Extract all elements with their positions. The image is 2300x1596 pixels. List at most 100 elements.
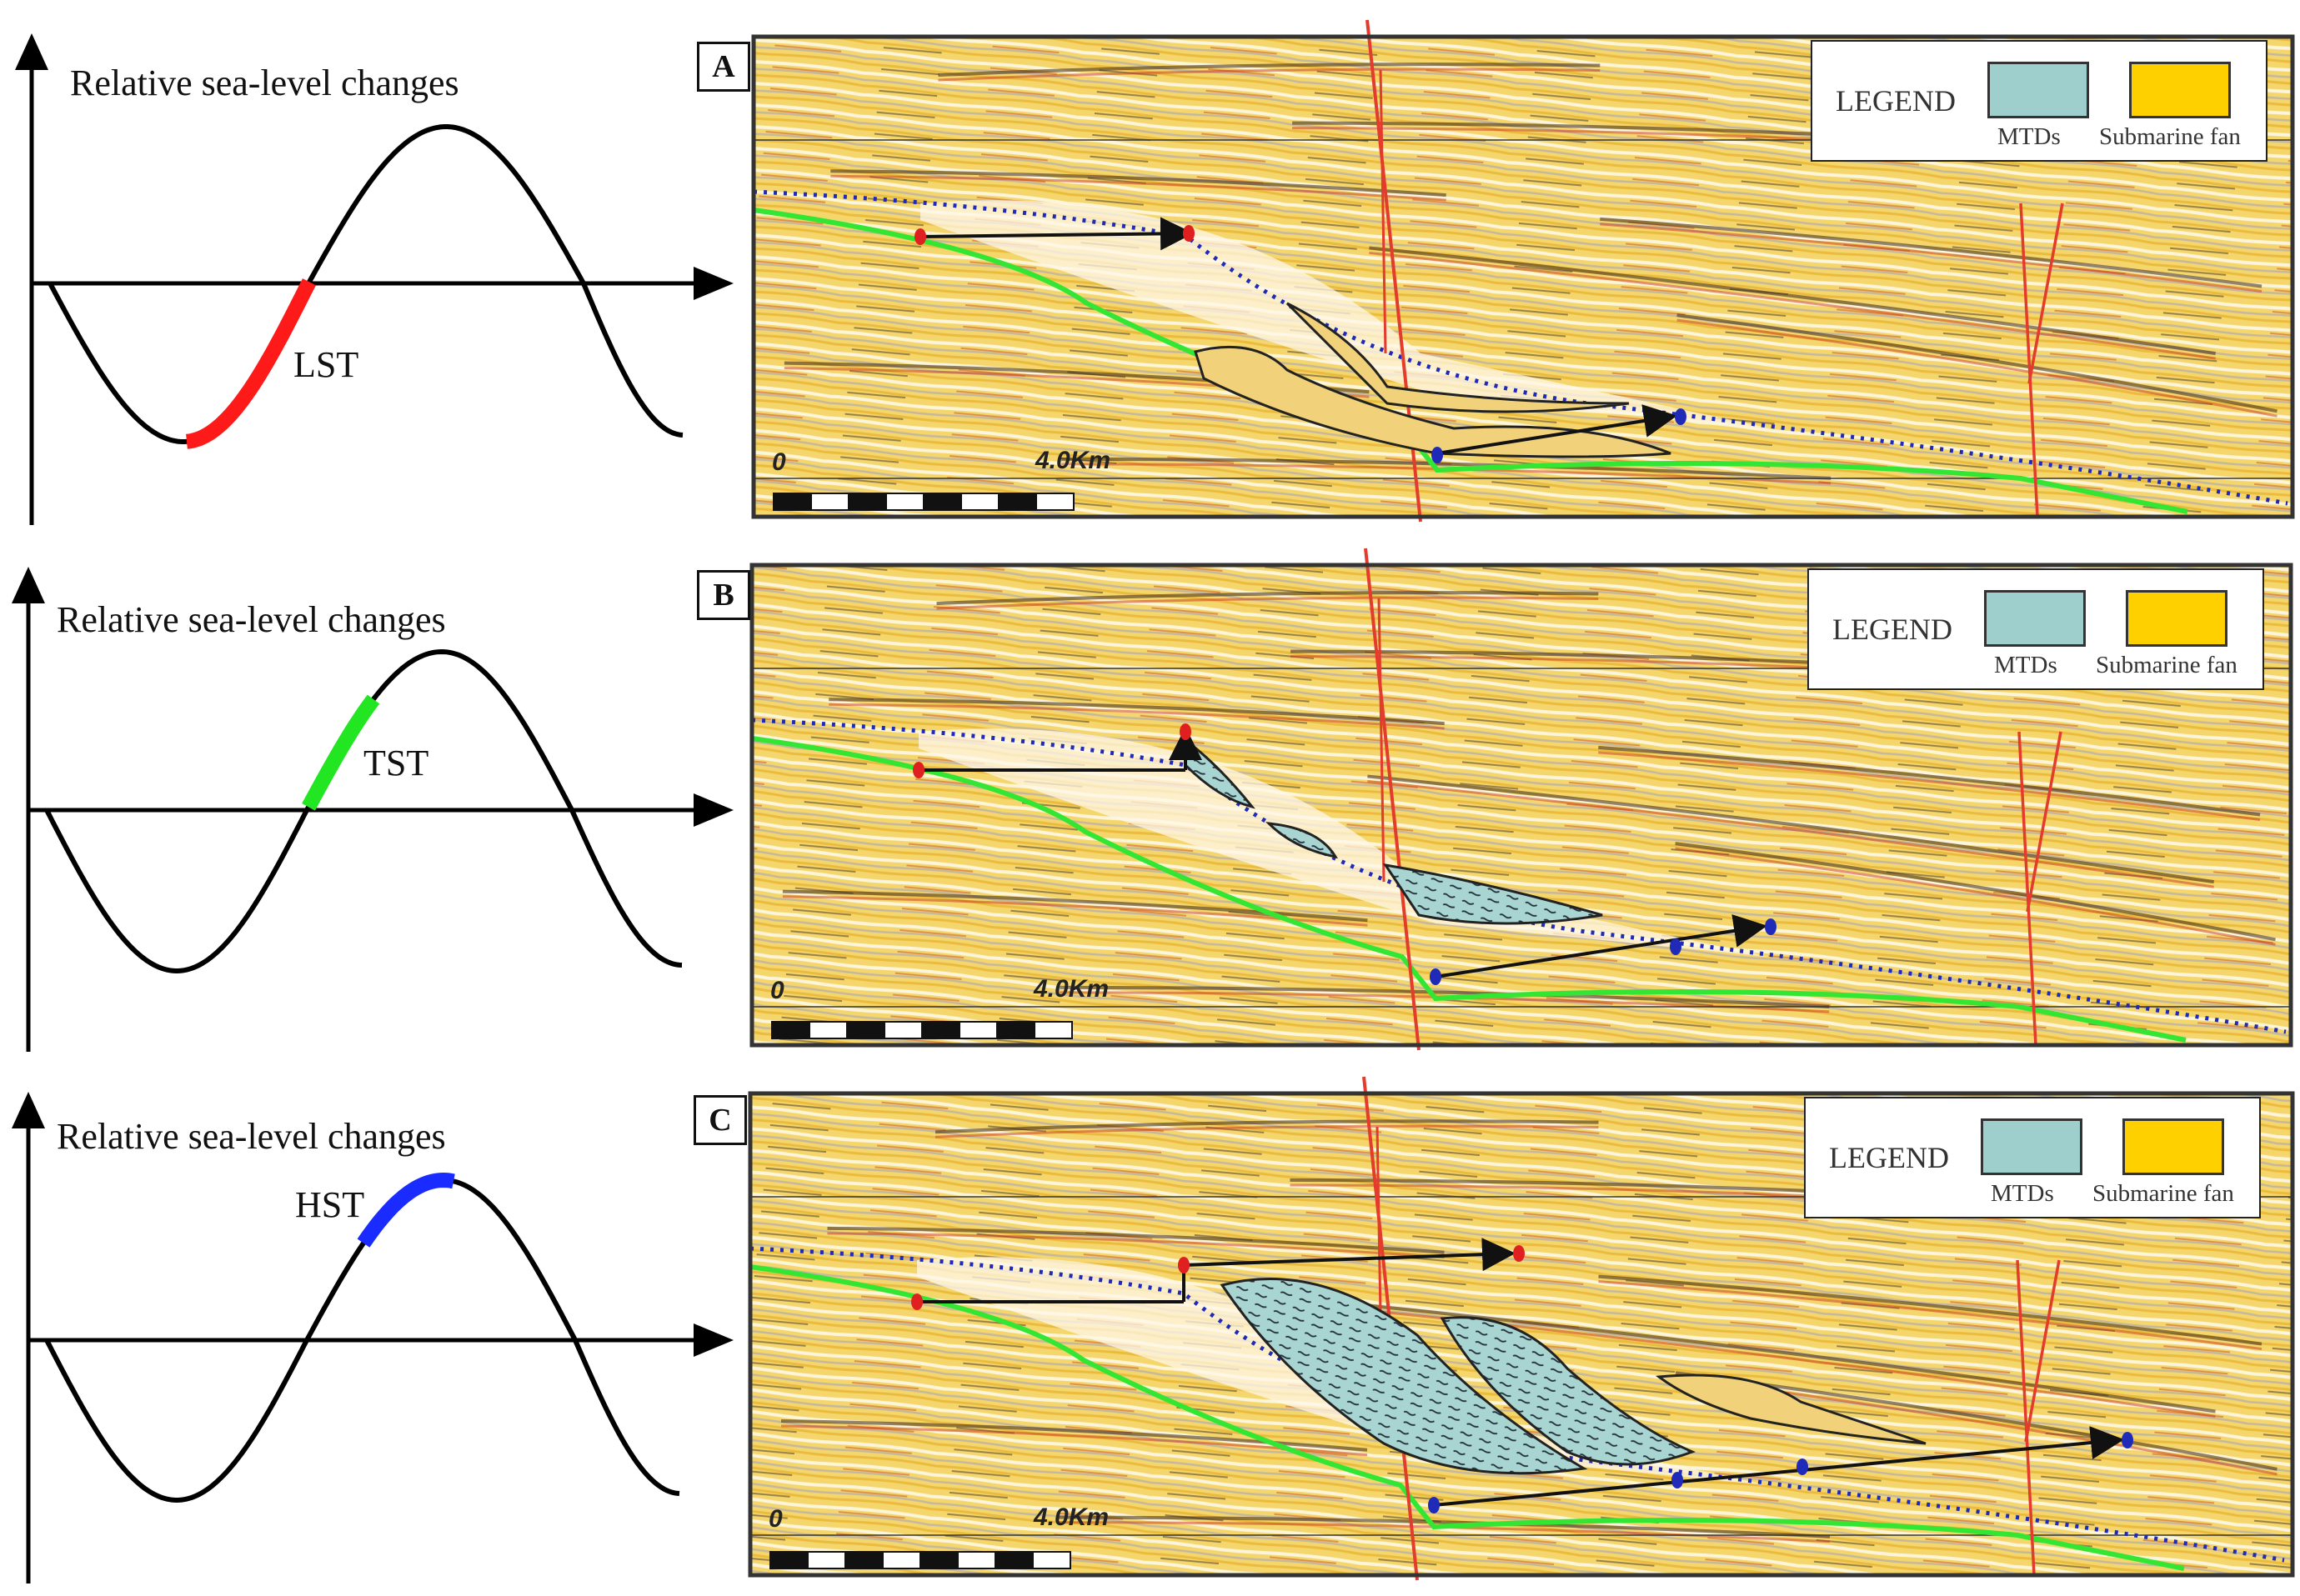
legend-title: LEGEND	[1836, 84, 1956, 118]
reflector-streak-red	[936, 596, 1599, 610]
trajectory-point	[1428, 1497, 1440, 1513]
reflector-streak	[1598, 1274, 2262, 1346]
reflector-streak-red	[1600, 223, 2262, 293]
scale-bar-segment	[921, 1021, 960, 1039]
legend-swatch-submarine-fan	[2126, 590, 2227, 647]
reflector-streak	[938, 63, 1601, 78]
trajectory-point	[1765, 918, 1776, 935]
trajectory-point	[914, 228, 926, 245]
scale-bar-segment	[1035, 493, 1075, 511]
scale-bar-segment	[810, 493, 849, 511]
x-axis-arrowhead	[694, 267, 734, 300]
trajectory-point	[911, 1293, 923, 1310]
scale-bar	[773, 493, 1075, 511]
fault-line	[1377, 598, 1386, 883]
legend-label-mtds: MTDs	[1997, 123, 2061, 150]
mtd-body	[1440, 1316, 1696, 1466]
trajectory-point	[1513, 1245, 1525, 1262]
panel-frame	[748, 1091, 2295, 1578]
scale-bar-segment	[923, 493, 962, 511]
scale-label-end-b: 4.0Km	[1034, 975, 1110, 1003]
scale-bar-segment	[919, 1551, 959, 1569]
fault-line	[2027, 203, 2064, 384]
transparent-seismic-zone	[920, 200, 1771, 428]
reflector-streak	[936, 591, 1599, 606]
scale-bar-segment	[959, 1021, 998, 1039]
legend-label-mtds: MTDs	[1994, 652, 2057, 678]
reflector-streak-red	[1676, 318, 2277, 418]
reflector-streak-red	[830, 174, 1446, 202]
fault-line	[2017, 731, 2037, 1046]
legend-swatch-mtds	[1984, 590, 2086, 647]
sea-level-curve	[44, 1178, 680, 1503]
trajectory-point	[1670, 938, 1681, 955]
trajectory-point	[1180, 723, 1191, 740]
mtd-body	[1265, 822, 1338, 859]
green-surface	[749, 1264, 2185, 1571]
trajectory-point	[2122, 1432, 2133, 1448]
fault-line	[2026, 731, 2062, 913]
panel-frame	[751, 34, 2295, 519]
sea-level-axes-c	[12, 1092, 734, 1583]
legend-a: LEGEND MTDs Submarine fan	[1811, 40, 2267, 162]
legend-label-submarine-fan: Submarine fan	[2099, 123, 2241, 150]
scale-bar-segment	[882, 1551, 921, 1569]
trajectory-point	[1183, 225, 1195, 242]
blue-dotted-surface	[753, 189, 2288, 506]
stage-segment-lst	[186, 278, 316, 449]
fault-line	[2019, 203, 2039, 518]
trajectory-arrow	[1183, 1238, 1516, 1272]
scale-label-end-a: 4.0Km	[1035, 447, 1111, 474]
sea-level-axes-a	[15, 33, 734, 525]
scale-label-end-c: 4.0Km	[1034, 1503, 1110, 1531]
reflector-streak	[1675, 842, 2276, 942]
scale-label-start-b: 0	[770, 977, 784, 1004]
sea-level-curve	[48, 124, 684, 444]
panel-label-c: C	[694, 1095, 747, 1145]
reflector-streak	[1367, 774, 2214, 884]
reflector-streak-red	[1598, 751, 2261, 822]
stage-label-hst: HST	[295, 1184, 365, 1225]
scale-bar-segment	[846, 1021, 885, 1039]
stage-segment-hst	[357, 1172, 455, 1248]
reflector-streak-red	[935, 1124, 1599, 1138]
scale-bar-segment	[773, 493, 812, 511]
legend-swatch-submarine-fan	[2122, 1118, 2224, 1175]
scale-bar-segment	[807, 1551, 846, 1569]
y-axis-arrowhead	[12, 1092, 45, 1128]
seismic-panel-a	[751, 19, 2295, 523]
scale-bar-segment	[998, 493, 1037, 511]
scale-bar-segment	[996, 1021, 1035, 1039]
scale-label-start-a: 0	[772, 448, 786, 476]
legend-swatch-mtds	[1981, 1118, 2082, 1175]
reflector-streak-red	[1675, 847, 2276, 946]
reflector-streak-red	[938, 68, 1601, 82]
reflector-streak	[1061, 457, 1831, 480]
panel-label-b: B	[697, 570, 750, 620]
shoreline-trajectory-arrow	[919, 217, 1194, 251]
y-axis-arrowhead	[12, 567, 45, 603]
legend-c: LEGEND MTDs Submarine fan	[1804, 1097, 2261, 1218]
reflector-streak	[1598, 745, 2261, 817]
curve-caption-b: Relative sea-level changes	[57, 599, 446, 640]
legend-b: LEGEND MTDs Submarine fan	[1807, 568, 2264, 690]
mtd-body	[1184, 737, 1255, 809]
trajectory-point	[1430, 968, 1441, 985]
trajectory-point	[913, 762, 925, 778]
reflector-streak	[1058, 1515, 1831, 1538]
x-axis-arrowhead	[694, 793, 734, 827]
trajectory-point	[1671, 1472, 1683, 1488]
fault-line	[2016, 1259, 2036, 1576]
stage-segment-tst	[302, 694, 380, 811]
scale-label-start-c: 0	[769, 1505, 783, 1533]
trajectory-point	[1431, 447, 1443, 463]
stage-label-tst: TST	[363, 743, 429, 783]
reflector-streak	[830, 169, 1446, 198]
curve-caption-a: Relative sea-level changes	[70, 63, 459, 103]
scale-bar-segment	[848, 493, 887, 511]
mtd-body	[1382, 863, 1603, 925]
reflector-streak	[1369, 246, 2216, 356]
scale-bar-segment	[885, 493, 925, 511]
scale-bar-segment	[1032, 1551, 1071, 1569]
